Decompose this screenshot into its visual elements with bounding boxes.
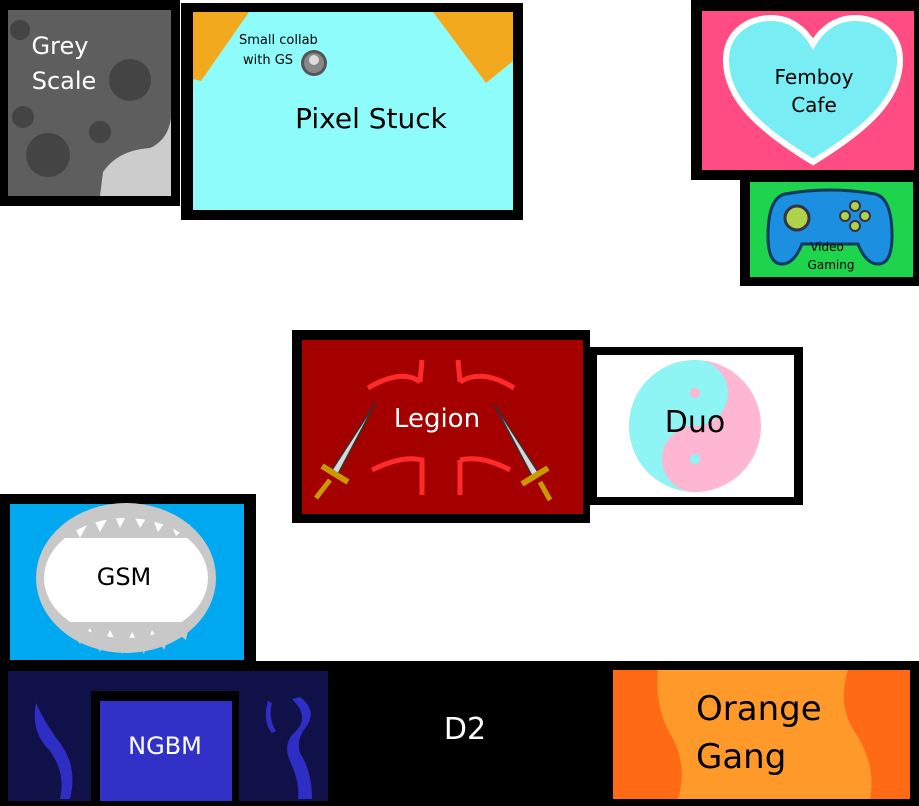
legion-title: Legion <box>393 404 481 434</box>
card-duo[interactable]: Duo <box>587 347 803 505</box>
shark-jaw-icon <box>10 503 244 660</box>
pixel-stuck-note-2: with GS <box>243 53 294 68</box>
moon-ball-icon <box>301 50 327 76</box>
tentacle-icon <box>8 671 328 806</box>
card-d2[interactable]: D2 <box>400 710 530 750</box>
card-video-gaming[interactable]: Video Gaming <box>740 176 919 286</box>
pixel-stuck-title: Pixel Stuck <box>295 102 447 135</box>
yin-yang-icon <box>597 355 794 497</box>
card-gsm[interactable]: GSM <box>0 494 256 666</box>
grey-scale-label-2: Scale <box>31 67 97 95</box>
sword-icon <box>314 401 553 502</box>
femboy-cafe-label-1: Femboy <box>774 65 854 89</box>
ngbm-title: NGBM <box>128 732 202 760</box>
pixel-stuck-background <box>193 12 513 210</box>
gamepad-icon <box>750 182 913 277</box>
pixel-stuck-note-1: Small collab <box>239 33 318 48</box>
card-legion[interactable]: Legion <box>292 330 590 523</box>
video-gaming-label-1: Video <box>810 240 844 254</box>
moon-crater-icon <box>8 10 171 196</box>
card-grey-scale[interactable]: Grey Scale <box>0 0 180 206</box>
video-gaming-label-2: Gaming <box>807 258 855 272</box>
card-orange-gang[interactable]: Orange Gang <box>608 667 919 806</box>
orange-gang-background <box>613 670 910 799</box>
orange-gang-label-1: Orange <box>696 689 822 729</box>
card-ngbm[interactable]: NGBM <box>0 661 330 806</box>
duo-title: Duo <box>664 405 726 440</box>
heart-icon <box>702 11 914 170</box>
d2-title: D2 <box>443 712 487 747</box>
orange-gang-label-2: Gang <box>696 737 787 777</box>
card-femboy-cafe[interactable]: Femboy Cafe <box>691 0 919 180</box>
card-pixel-stuck[interactable]: Small collab with GS Pixel Stuck <box>181 3 523 220</box>
gsm-title: GSM <box>96 563 152 591</box>
legion-background <box>302 340 583 514</box>
femboy-cafe-label-2: Cafe <box>791 93 837 117</box>
grey-scale-label-1: Grey <box>31 32 89 60</box>
